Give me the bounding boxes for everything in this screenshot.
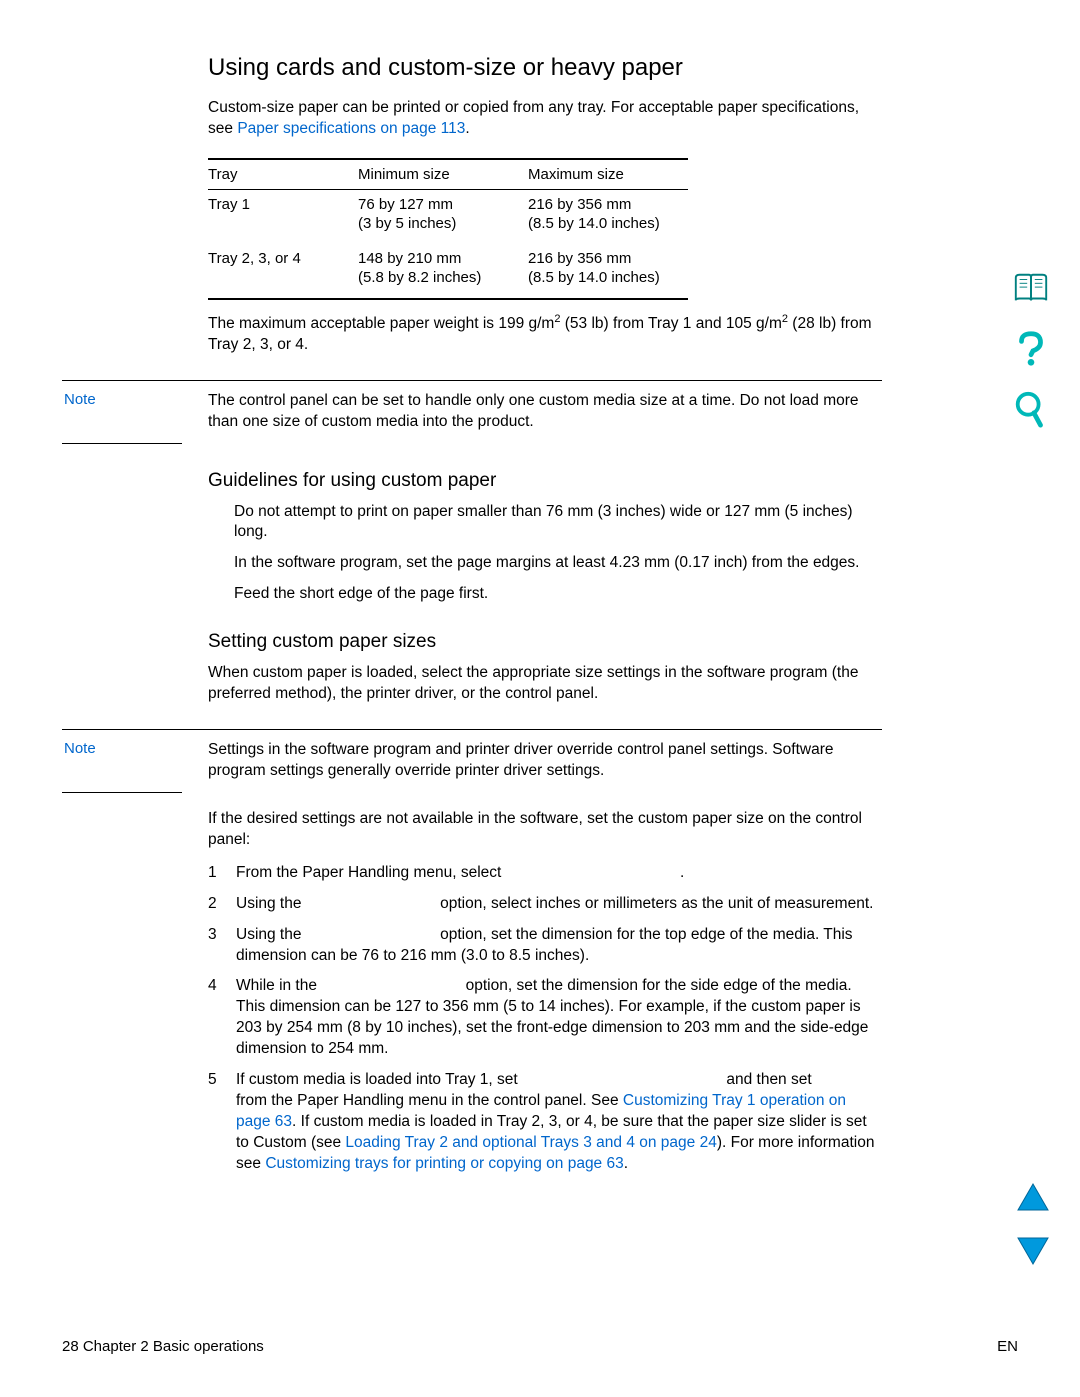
customizing-trays-link[interactable]: Customizing trays for printing or copyin… — [265, 1155, 623, 1172]
table-row: Tray 2, 3, or 4 148 by 210 mm (5.8 by 8.… — [208, 244, 688, 299]
steps-list: From the Paper Handling menu, select . U… — [208, 863, 882, 1175]
s5b: and then set — [726, 1071, 816, 1088]
paper-spec-link[interactable]: Paper specifications on page 113 — [237, 120, 465, 137]
cell-tray: Tray 1 — [208, 189, 358, 244]
note-label: Note — [62, 740, 208, 757]
guideline-3: Feed the short edge of the page first. — [234, 584, 882, 605]
cell-max: 216 by 356 mm (8.5 by 14.0 inches) — [528, 244, 688, 299]
th-tray: Tray — [208, 159, 358, 190]
cell-tray: Tray 2, 3, or 4 — [208, 244, 358, 299]
cell-max: 216 by 356 mm (8.5 by 14.0 inches) — [528, 189, 688, 244]
step-5: If custom media is loaded into Tray 1, s… — [208, 1070, 882, 1175]
s2b: option, select inches or millimeters as … — [440, 895, 873, 912]
subhead-guidelines: Guidelines for using custom paper — [208, 470, 882, 492]
th-min: Minimum size — [358, 159, 528, 190]
mw-b: (53 lb) from Tray 1 and 105 g/m — [560, 315, 781, 332]
note-1: Note The control panel can be set to han… — [62, 380, 882, 444]
intro-post: . — [465, 120, 469, 137]
footer-left: 28 Chapter 2 Basic operations — [62, 1338, 264, 1355]
s5f: . — [624, 1155, 628, 1172]
th-max: Maximum size — [528, 159, 688, 190]
intro-paragraph: Custom-size paper can be printed or copi… — [208, 98, 882, 140]
guideline-2: In the software program, set the page ma… — [234, 553, 882, 574]
s2a: Using the — [236, 895, 306, 912]
tray-size-table: Tray Minimum size Maximum size Tray 1 76… — [208, 158, 688, 300]
footer-right: EN — [997, 1338, 1018, 1355]
max-weight-text: The maximum acceptable paper weight is 1… — [208, 314, 882, 356]
step-1: From the Paper Handling menu, select . — [208, 863, 882, 884]
note-body: Settings in the software program and pri… — [208, 740, 882, 782]
step-4: While in the option, set the dimension f… — [208, 976, 882, 1060]
subhead-setting: Setting custom paper sizes — [208, 631, 882, 653]
table-row: Tray 1 76 by 127 mm (3 by 5 inches) 216 … — [208, 189, 688, 244]
arrow-up-icon[interactable] — [1016, 1182, 1050, 1212]
cell-min: 76 by 127 mm (3 by 5 inches) — [358, 189, 528, 244]
s5c: from the Paper Handling menu in the cont… — [236, 1092, 623, 1109]
mw-a: The maximum acceptable paper weight is 1… — [208, 315, 554, 332]
s3b: option, set the dimension for the top ed… — [236, 926, 853, 964]
page-title: Using cards and custom-size or heavy pap… — [208, 54, 882, 82]
help-icon[interactable] — [1012, 330, 1050, 368]
s3a: Using the — [236, 926, 306, 943]
step-2: Using the option, select inches or milli… — [208, 894, 882, 915]
setting-intro: When custom paper is loaded, select the … — [208, 663, 882, 705]
guideline-1: Do not attempt to print on paper smaller… — [234, 502, 882, 544]
step-3: Using the option, set the dimension for … — [208, 925, 882, 967]
search-icon[interactable] — [1012, 390, 1050, 428]
s4b: option, set the dimension for the side e… — [236, 977, 868, 1057]
cell-min: 148 by 210 mm (5.8 by 8.2 inches) — [358, 244, 528, 299]
book-icon[interactable] — [1012, 270, 1050, 308]
s1b: . — [680, 864, 684, 881]
s4a: While in the — [236, 977, 321, 994]
note-label: Note — [62, 391, 208, 408]
note-2: Note Settings in the software program an… — [62, 729, 882, 793]
arrow-down-icon[interactable] — [1016, 1236, 1050, 1266]
s1a: From the Paper Handling menu, select — [236, 864, 506, 881]
after-note2: If the desired settings are not availabl… — [208, 809, 882, 851]
s5a: If custom media is loaded into Tray 1, s… — [236, 1071, 522, 1088]
note-body: The control panel can be set to handle o… — [208, 391, 882, 433]
loading-tray2-link[interactable]: Loading Tray 2 and optional Trays 3 and … — [345, 1134, 716, 1151]
